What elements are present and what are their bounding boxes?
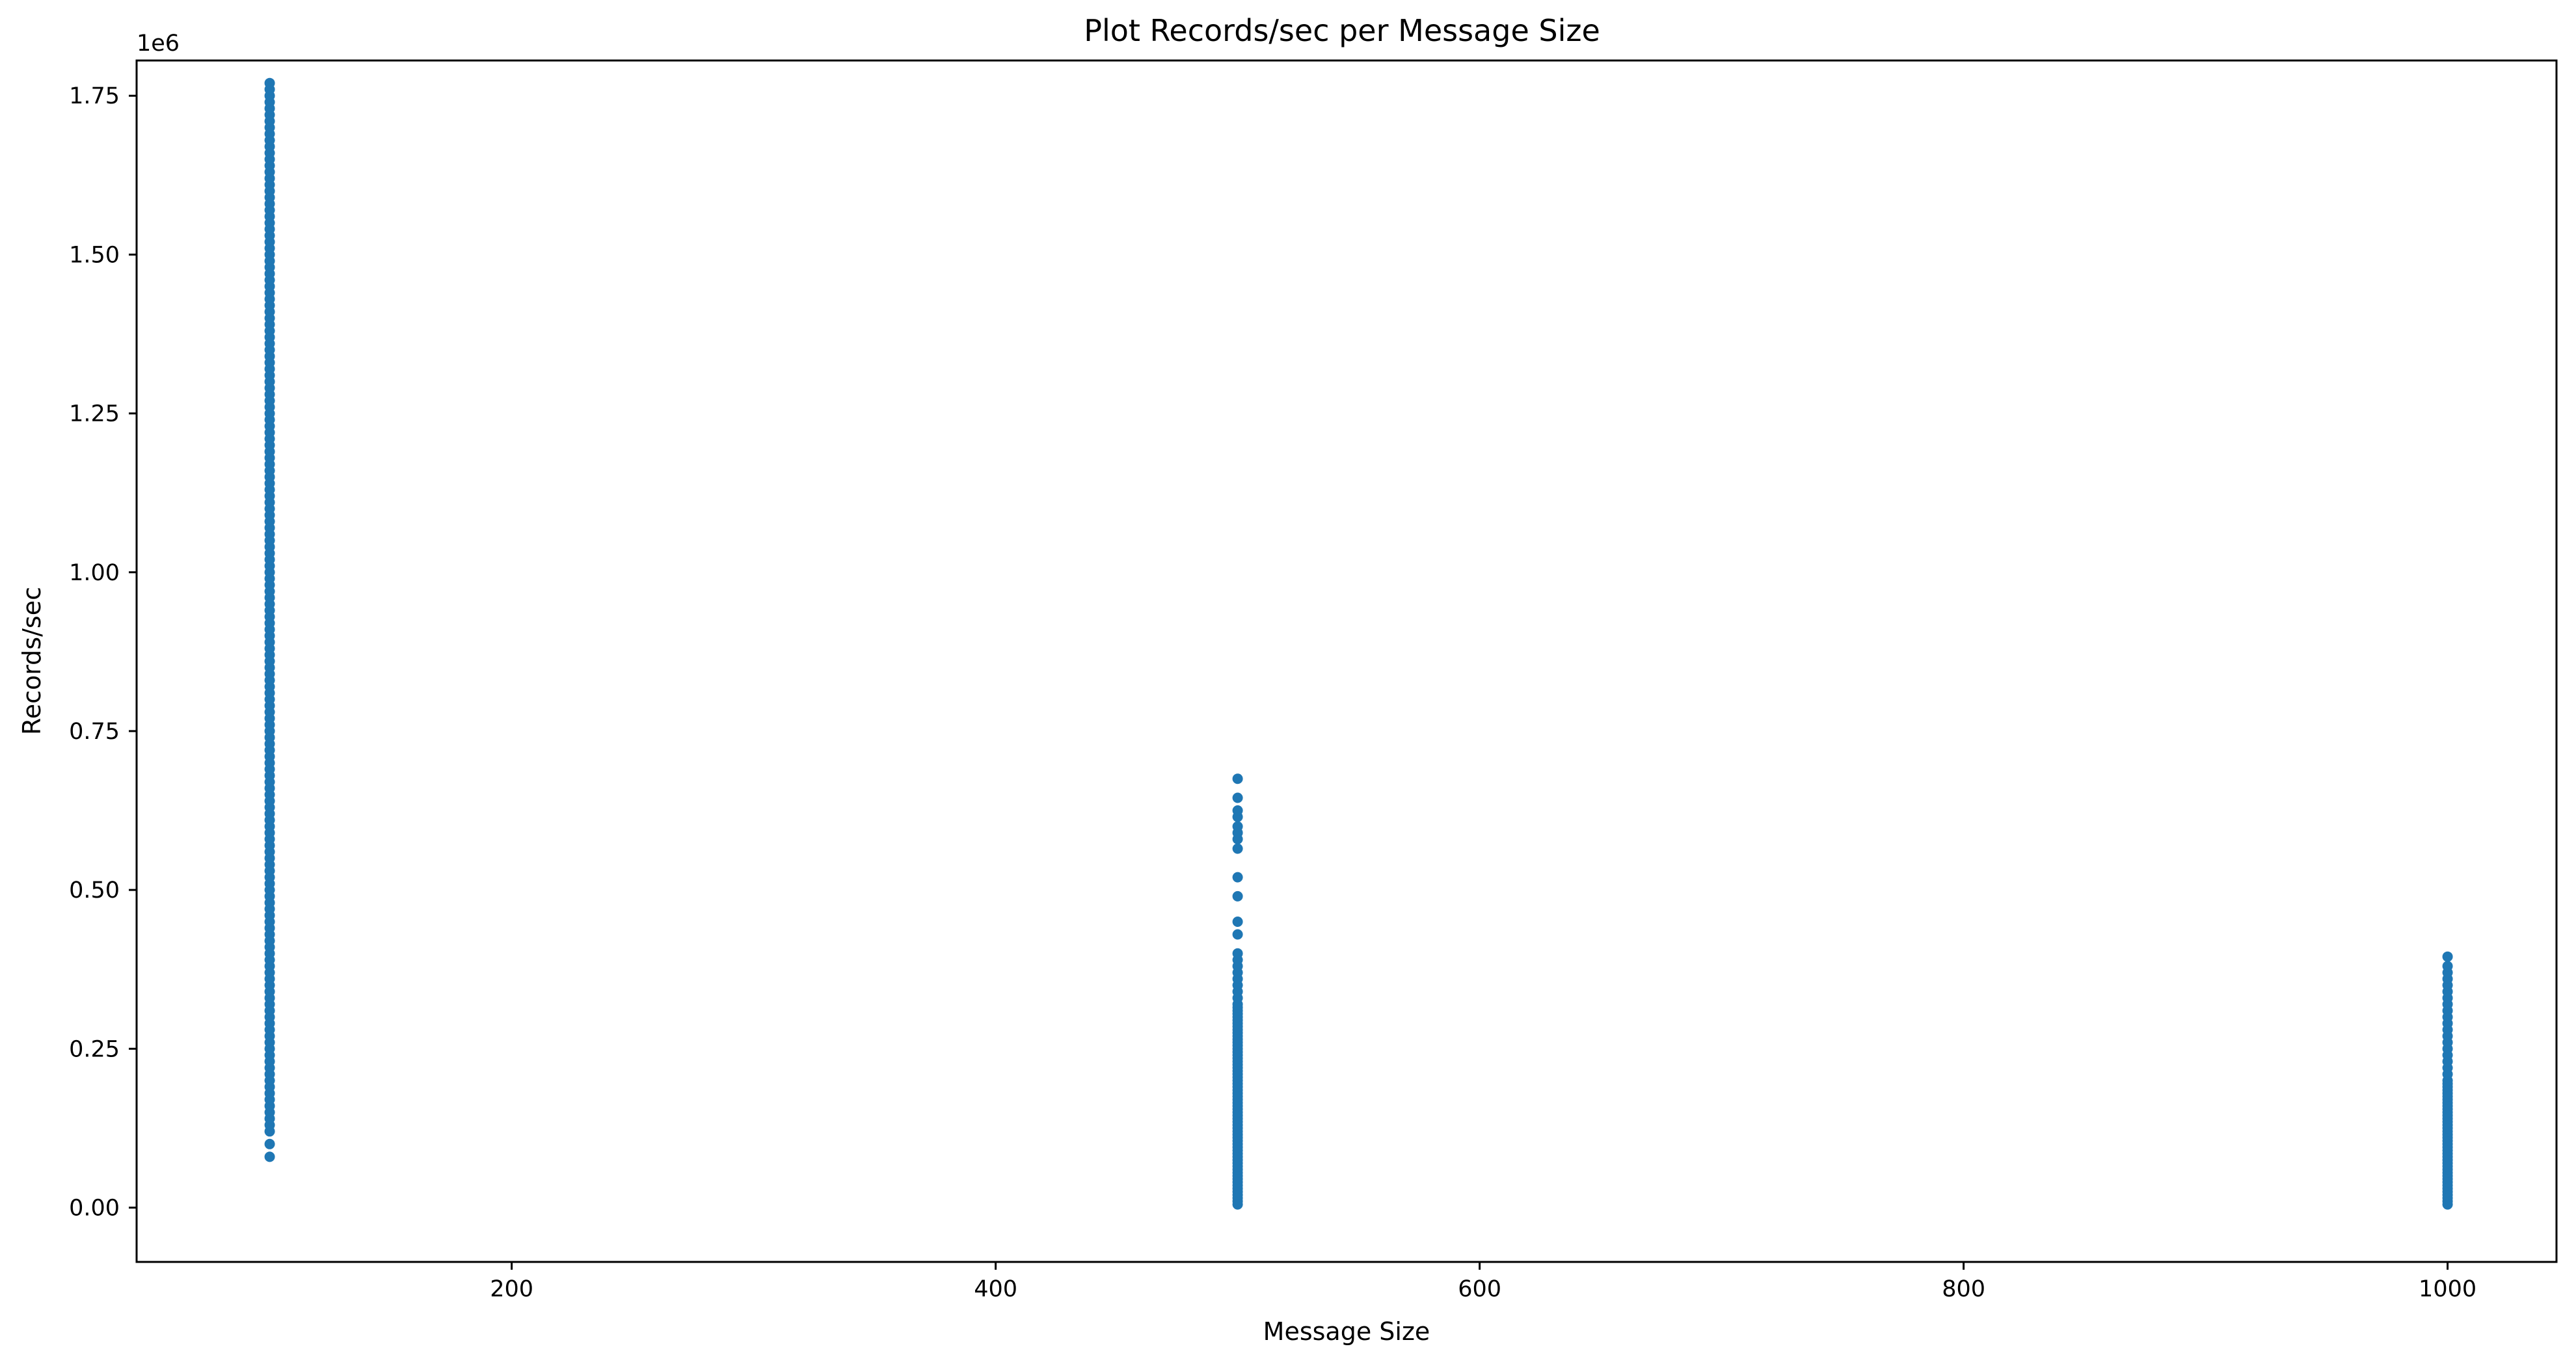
data-point (2442, 961, 2453, 972)
y-tick-label: 1.00 (69, 560, 120, 586)
y-tick-label: 0.75 (69, 719, 120, 745)
data-point (264, 77, 275, 88)
y-axis-title: Records/sec (18, 587, 46, 735)
data-point (264, 1138, 275, 1149)
x-tick-label: 600 (1458, 1276, 1501, 1302)
data-point (264, 1151, 275, 1162)
y-tick-label: 0.25 (69, 1036, 120, 1062)
data-point (2442, 951, 2453, 962)
x-axis-ticks: 200 400 600 800 1000 (490, 1262, 2476, 1302)
y-tick-label: 0.00 (69, 1195, 120, 1221)
data-point (1232, 891, 1243, 902)
y-axis-ticks: 0.00 0.25 0.50 0.75 1.00 1.25 1.50 1.75 (69, 83, 137, 1221)
plot-frame (135, 59, 2558, 1263)
data-points (264, 77, 2453, 1210)
data-point (1232, 805, 1243, 816)
chart-title: Plot Records/sec per Message Size (1084, 13, 1600, 48)
data-point (1232, 843, 1243, 854)
x-axis-title: Message Size (1263, 1317, 1430, 1346)
y-tick-label: 0.50 (69, 877, 120, 904)
x-tick-label: 400 (974, 1276, 1017, 1302)
data-point (1232, 948, 1243, 959)
data-point (1232, 917, 1243, 927)
data-point (1232, 929, 1243, 940)
x-tick-label: 800 (1942, 1276, 1985, 1302)
data-point (1232, 773, 1243, 784)
data-point (1232, 872, 1243, 883)
x-tick-label: 200 (490, 1276, 533, 1302)
y-axis-offset-label: 1e6 (137, 31, 180, 57)
y-tick-label: 1.75 (69, 83, 120, 109)
data-point (1232, 821, 1243, 832)
y-tick-label: 1.25 (69, 401, 120, 427)
data-point (1232, 792, 1243, 803)
y-tick-label: 1.50 (69, 242, 120, 268)
x-tick-label: 1000 (2419, 1276, 2476, 1302)
